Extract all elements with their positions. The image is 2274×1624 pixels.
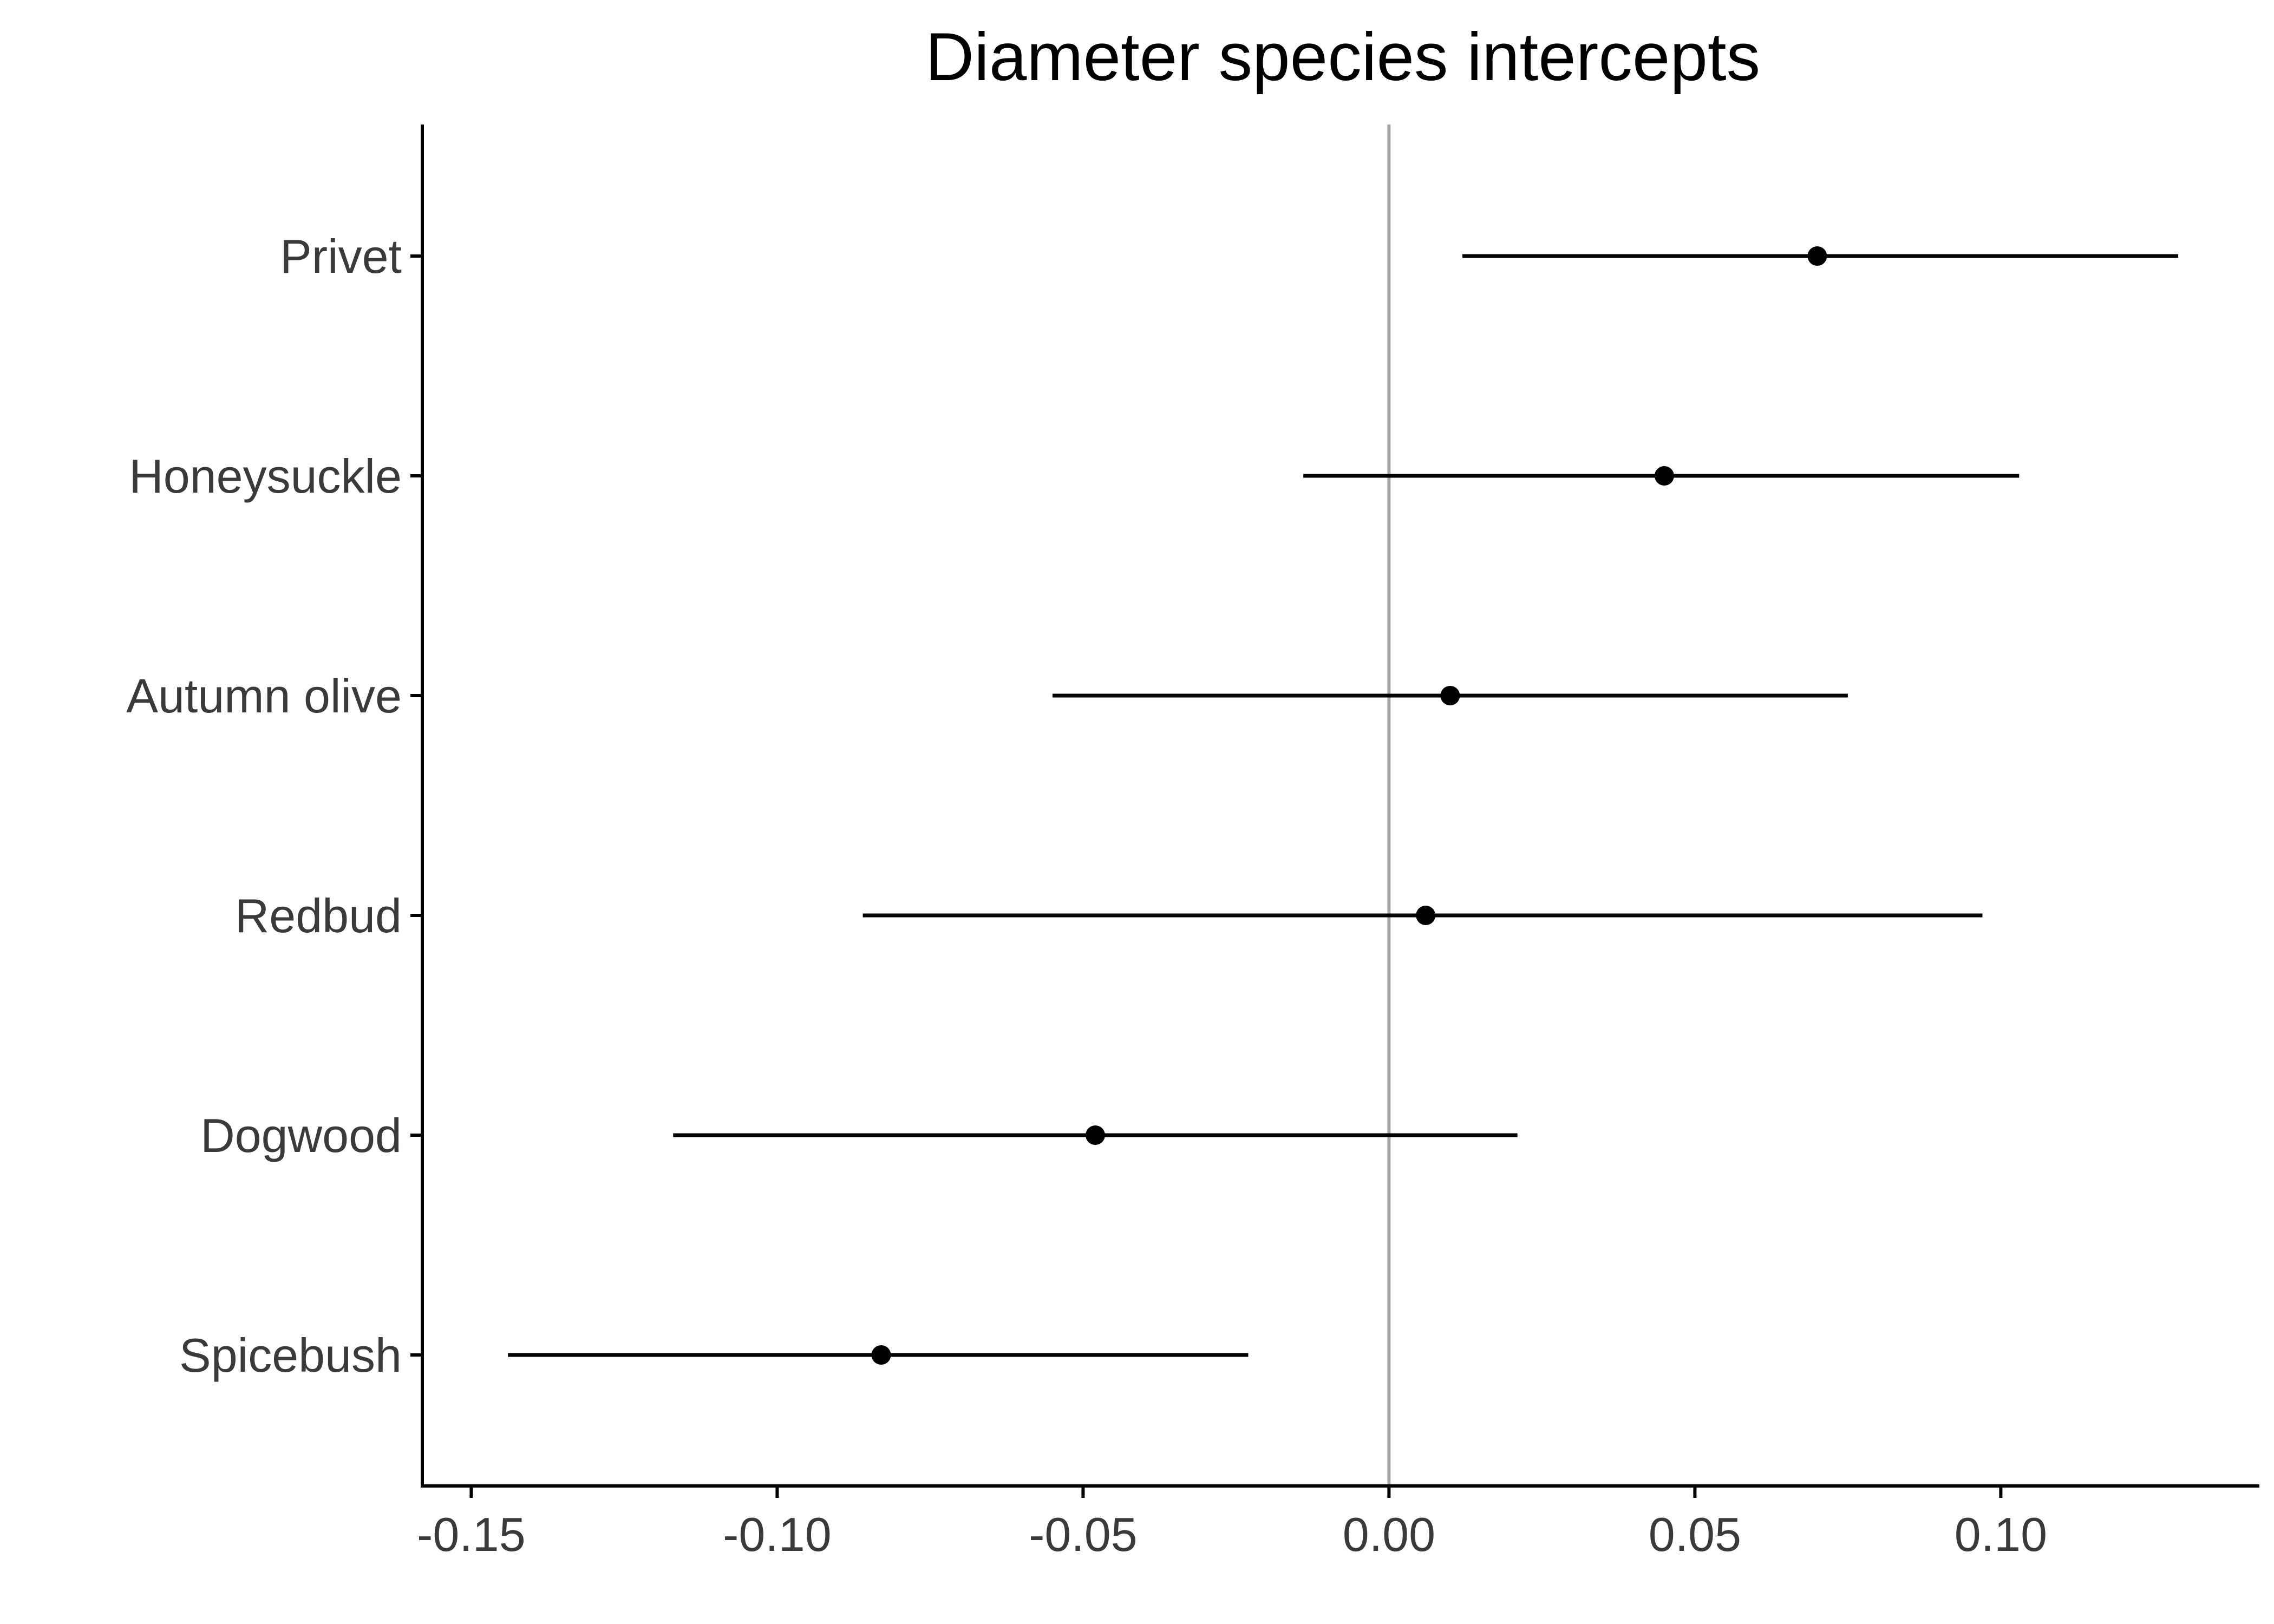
- x-tick-label: -0.05: [1029, 1508, 1138, 1561]
- tick-layer: -0.15 -0.10 -0.05 0.00 0.05 0.10 Privet Honeysu…: [126, 230, 2047, 1561]
- y-tick-label: Privet: [280, 230, 402, 283]
- x-tick-label: -0.15: [417, 1508, 526, 1561]
- x-tick-label: 0.10: [1955, 1508, 2047, 1561]
- axes: [421, 125, 2259, 1488]
- mark-layer: [508, 246, 2179, 1365]
- point-estimate: [1416, 906, 1436, 925]
- point-estimate: [1086, 1125, 1105, 1145]
- x-tick-label: -0.10: [723, 1508, 832, 1561]
- point-estimate: [1440, 686, 1460, 705]
- point-estimate: [1807, 246, 1827, 266]
- y-tick-label: Redbud: [235, 889, 402, 942]
- x-tick-label: 0.00: [1343, 1508, 1435, 1561]
- y-tick-label: Honeysuckle: [129, 449, 402, 503]
- y-tick-label: Spicebush: [179, 1328, 402, 1382]
- chart-title: Diameter species intercepts: [925, 19, 1760, 95]
- x-tick-label: 0.05: [1649, 1508, 1741, 1561]
- point-estimate: [1654, 466, 1674, 486]
- y-tick-label: Autumn olive: [126, 669, 402, 723]
- y-tick-label: Dogwood: [200, 1109, 402, 1162]
- point-estimate: [871, 1345, 891, 1365]
